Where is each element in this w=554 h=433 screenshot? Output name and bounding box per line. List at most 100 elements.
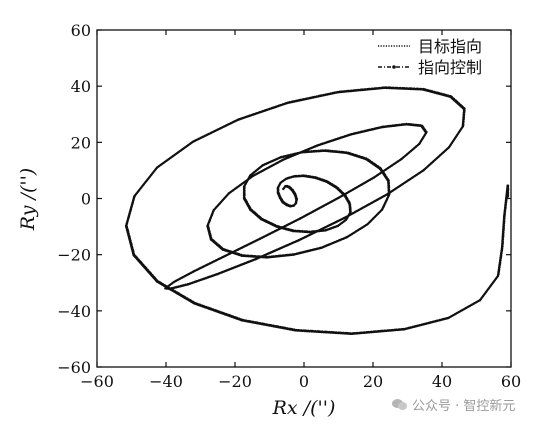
- data-point: [193, 302, 196, 305]
- data-point: [222, 256, 225, 258]
- data-point: [265, 256, 268, 259]
- data-point: [132, 254, 135, 257]
- data-point: [348, 203, 351, 206]
- data-point: [313, 176, 316, 179]
- data-point: [275, 225, 278, 228]
- data-point: [343, 194, 346, 197]
- data-point: [282, 188, 285, 190]
- y-tick-label: 0: [81, 190, 91, 209]
- data-point: [287, 186, 290, 189]
- data-point: [324, 229, 327, 232]
- data-point: [172, 281, 175, 284]
- data-point: [405, 123, 407, 126]
- y-axis-label: Ry /(''): [17, 168, 39, 231]
- data-point: [366, 223, 369, 226]
- data-point: [387, 180, 390, 183]
- data-point: [295, 198, 298, 201]
- data-point: [285, 177, 287, 180]
- data-point: [279, 181, 282, 184]
- data-point: [292, 175, 295, 178]
- data-point: [400, 158, 403, 161]
- data-point: [379, 167, 381, 170]
- data-point: [448, 146, 450, 149]
- data-point: [447, 317, 450, 319]
- y-tick-label: −20: [57, 246, 91, 265]
- series-target-pointing: [124, 86, 509, 335]
- data-point: [506, 184, 509, 187]
- legend: 目标指向 指向控制: [378, 37, 482, 77]
- legend-label-control: 指向控制: [418, 58, 482, 77]
- y-tick-label: −40: [57, 302, 91, 321]
- data-point: [294, 194, 296, 197]
- data-point: [325, 180, 327, 183]
- target-pointing-curve: [124, 86, 509, 335]
- data-point: [506, 195, 509, 198]
- data-point: [241, 319, 243, 322]
- data-point: [276, 192, 279, 194]
- data-point: [252, 175, 254, 177]
- data-point: [192, 140, 194, 143]
- data-point: [292, 253, 295, 256]
- data-point: [345, 236, 348, 239]
- x-tick-label: 40: [432, 372, 452, 391]
- data-point: [461, 125, 464, 128]
- watermark: 公众号 · 智控新元: [392, 395, 515, 414]
- data-point: [381, 126, 383, 129]
- data-point: [286, 102, 289, 104]
- data-point: [227, 192, 230, 195]
- data-point: [501, 246, 503, 249]
- data-point: [323, 149, 326, 152]
- data-point: [294, 329, 297, 332]
- data-point: [463, 108, 465, 111]
- data-point: [294, 202, 297, 205]
- data-point: [291, 189, 294, 192]
- data-point: [337, 197, 340, 199]
- data-point: [169, 288, 172, 290]
- data-point: [503, 215, 505, 218]
- data-point: [479, 299, 481, 302]
- data-point: [125, 225, 127, 227]
- x-axis-label: Rx /(''): [272, 397, 336, 419]
- data-point: [279, 156, 282, 159]
- data-point: [345, 152, 348, 154]
- legend-marker-control: [392, 65, 396, 69]
- data-point: [316, 144, 318, 147]
- data-point: [156, 166, 158, 169]
- data-point: [210, 238, 212, 241]
- data-point: [422, 169, 425, 172]
- data-point: [261, 164, 264, 167]
- data-point: [254, 258, 257, 261]
- y-tick-label: 40: [71, 77, 91, 96]
- data-point: [298, 239, 301, 242]
- x-tick-label: 0: [299, 372, 309, 391]
- data-point: [221, 248, 224, 251]
- data-point: [336, 225, 339, 227]
- data-point: [292, 230, 294, 233]
- data-point: [349, 211, 352, 214]
- data-point: [206, 225, 209, 227]
- data-point: [236, 119, 239, 121]
- y-tick-label: 20: [71, 133, 91, 152]
- data-point: [243, 185, 245, 188]
- data-point: [336, 91, 339, 94]
- data-point: [302, 175, 305, 177]
- data-point: [156, 280, 158, 283]
- axis-ticks: −60 −40 −20 0 20 40 60 −60 −40 −20 0 20 40 60: [57, 21, 521, 391]
- data-point: [383, 87, 386, 89]
- data-point: [249, 208, 252, 211]
- y-tick-label: 60: [71, 21, 91, 40]
- data-point: [418, 143, 421, 145]
- legend-label-target: 目标指向: [418, 37, 482, 56]
- data-point: [425, 131, 427, 134]
- data-point: [350, 133, 352, 136]
- data-point: [285, 204, 288, 207]
- x-tick-label: −60: [80, 372, 114, 391]
- series-pointing-control: [125, 86, 510, 335]
- data-point: [243, 197, 245, 200]
- data-point: [403, 328, 405, 331]
- data-point: [292, 204, 295, 207]
- data-point: [343, 217, 345, 220]
- x-tick-label: −20: [218, 372, 252, 391]
- pointing-control-curve: [126, 86, 510, 334]
